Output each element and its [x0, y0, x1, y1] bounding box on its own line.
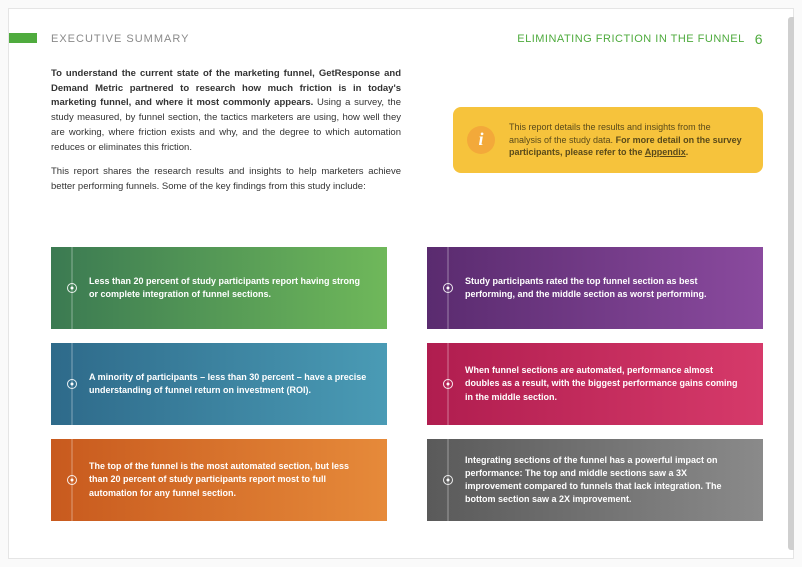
card-timeline [61, 439, 83, 521]
content-area: To understand the current state of the m… [51, 67, 763, 538]
card-timeline [437, 343, 459, 425]
intro-paragraph-1: To understand the current state of the m… [51, 67, 401, 155]
header-accent-tab [9, 33, 37, 43]
header-document-title-text: ELIMINATING FRICTION IN THE FUNNEL [517, 33, 744, 45]
timeline-dot-icon [67, 379, 77, 389]
callout-t4: . [686, 147, 689, 157]
card-text: Study participants rated the top funnel … [459, 275, 745, 301]
info-callout: i This report details the results and in… [453, 107, 763, 173]
card-timeline [437, 247, 459, 329]
timeline-dot-icon [67, 283, 77, 293]
card-text: When funnel sections are automated, perf… [459, 364, 745, 403]
finding-card: Less than 20 percent of study participan… [51, 247, 387, 329]
timeline-dot-icon [443, 379, 453, 389]
page-right-border [788, 17, 794, 550]
card-text: A minority of participants – less than 3… [83, 371, 369, 397]
finding-cards-grid: Less than 20 percent of study participan… [51, 247, 763, 521]
finding-card: When funnel sections are automated, perf… [427, 343, 763, 425]
header-section-title: EXECUTIVE SUMMARY [51, 33, 189, 45]
timeline-dot-icon [443, 475, 453, 485]
info-icon-glyph: i [478, 129, 483, 150]
callout-text: This report details the results and insi… [509, 121, 745, 159]
card-timeline [61, 247, 83, 329]
intro-paragraph-2: This report shares the research results … [51, 165, 401, 194]
card-text: Less than 20 percent of study participan… [83, 275, 369, 301]
card-timeline [437, 439, 459, 521]
finding-card: The top of the funnel is the most automa… [51, 439, 387, 521]
timeline-dot-icon [443, 283, 453, 293]
card-timeline [61, 343, 83, 425]
card-text: The top of the funnel is the most automa… [83, 460, 369, 499]
finding-card: Study participants rated the top funnel … [427, 247, 763, 329]
finding-card: Integrating sections of the funnel has a… [427, 439, 763, 521]
page: EXECUTIVE SUMMARY ELIMINATING FRICTION I… [8, 8, 794, 559]
info-icon: i [467, 126, 495, 154]
timeline-dot-icon [67, 475, 77, 485]
callout-appendix-link[interactable]: Appendix [645, 147, 686, 157]
finding-card: A minority of participants – less than 3… [51, 343, 387, 425]
intro-text: To understand the current state of the m… [51, 67, 401, 195]
header-document-title: ELIMINATING FRICTION IN THE FUNNEL 6 [517, 31, 763, 47]
page-header: EXECUTIVE SUMMARY ELIMINATING FRICTION I… [51, 31, 763, 47]
card-text: Integrating sections of the funnel has a… [459, 454, 745, 506]
page-number: 6 [755, 31, 763, 47]
